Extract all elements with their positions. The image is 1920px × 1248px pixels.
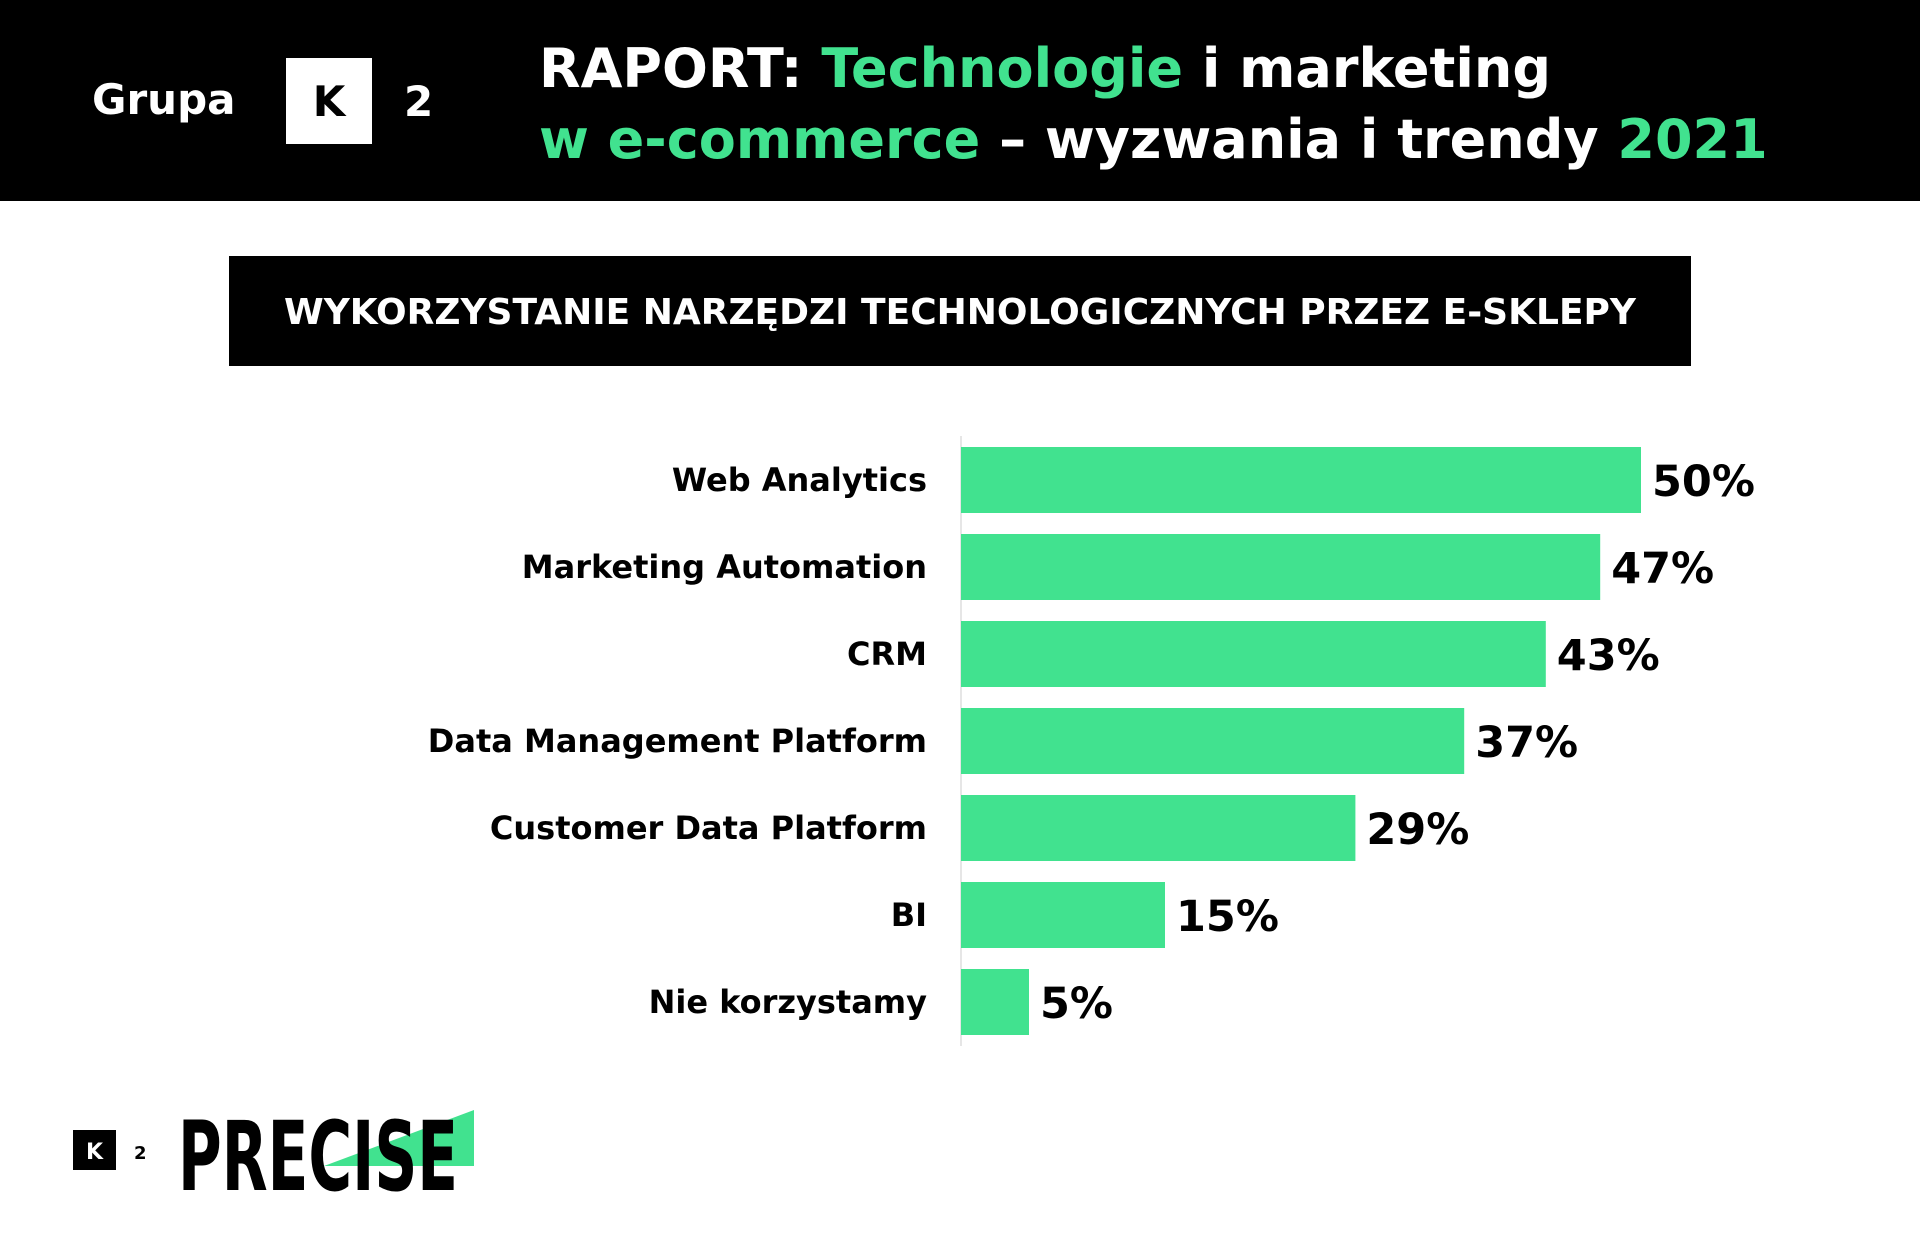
value-label: 37% [1475,718,1578,768]
footer-logo-letter: K [86,1140,104,1165]
bar [961,708,1465,774]
footer-accent [324,1110,474,1166]
value-label: 29% [1366,805,1469,855]
chart-title: WYKORZYSTANIE NARZĘDZI TECHNOLOGICZNYCH … [284,292,1637,333]
footer-brand: PRECISE [178,1101,458,1213]
value-label: 5% [1040,979,1113,1029]
bar [961,621,1546,687]
title-part: w e-commerce [539,108,980,171]
category-label: Data Management Platform [428,722,927,760]
category-label: Marketing Automation [522,548,927,586]
category-label: CRM [847,635,927,673]
value-label: 50% [1652,457,1755,507]
title-part: 2021 [1617,108,1767,171]
brand: Grupa [92,75,236,124]
value-label: 43% [1557,631,1660,681]
footer-logo-box [73,1130,116,1170]
bar [961,447,1641,513]
category-label: Nie korzystamy [649,983,928,1021]
report-title-line1: RAPORT: Technologie i marketing [539,37,1551,100]
title-part: RAPORT: [539,37,803,100]
title-part: i marketing [1202,37,1551,100]
category-label: Web Analytics [672,461,927,499]
report-title-line2: w e-commerce – wyzwania i trendy 2021 [539,108,1768,171]
bar [961,795,1356,861]
category-label: BI [891,896,927,934]
value-label: 15% [1176,892,1279,942]
chart-title-box [229,256,1691,366]
bar [961,969,1029,1035]
category-label: Customer Data Platform [490,809,927,847]
footer-logo-number: 2 [134,1143,147,1164]
logo-letter: K [313,77,347,126]
logo-number: 2 [404,77,433,126]
plot: Web Analytics 50% Marketing Automation 47% C… [428,447,1755,1035]
bar [961,882,1165,948]
title-part: Technologie [821,37,1183,100]
bar [961,534,1601,600]
value-label: 47% [1611,544,1714,594]
logo-box [286,58,372,144]
title-part: – wyzwania i trendy [999,108,1599,171]
